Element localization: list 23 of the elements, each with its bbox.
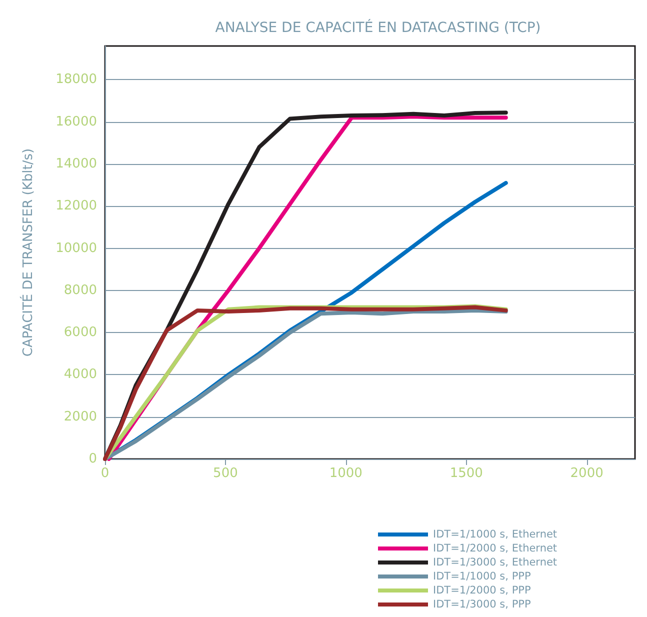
legend-label: IDT=1/1000 s, Ethernet <box>433 528 558 540</box>
x-tick-label: 1000 <box>329 466 362 481</box>
y-tick-label: 8000 <box>64 282 97 298</box>
y-tick-label: 10000 <box>56 240 97 256</box>
y-tick-label: 14000 <box>56 156 97 172</box>
legend-label: IDT=1/3000 s, PPP <box>433 598 531 610</box>
y-tick-label: 12000 <box>56 198 97 214</box>
y-tick-label: 6000 <box>64 325 97 340</box>
x-tick-label: 0 <box>100 466 110 481</box>
y-tick-label: 0 <box>88 452 97 466</box>
y-tick-label: 4000 <box>64 367 97 382</box>
y-axis-title: CAPACITÉ DE TRANSFER (Kblt/s) <box>19 148 36 357</box>
x-tick-label: 2000 <box>570 466 604 481</box>
chart-title: ANALYSE DE CAPACITÉ EN DATACASTING (TCP) <box>215 19 541 36</box>
y-tick-label: 18000 <box>56 72 97 88</box>
legend-label: IDT=1/3000 s, Ethernet <box>433 556 558 568</box>
legend-label: IDT=1/2000 s, PPP <box>433 584 531 596</box>
legend-label: IDT=1/2000 s, Ethernet <box>433 542 558 554</box>
x-tick-label: 1500 <box>450 466 483 481</box>
y-tick-label: 2000 <box>64 409 97 424</box>
x-tick-label: 500 <box>213 466 238 481</box>
legend-label: IDT=1/1000 s, PPP <box>433 570 531 582</box>
y-tick-label: 16000 <box>56 114 97 130</box>
